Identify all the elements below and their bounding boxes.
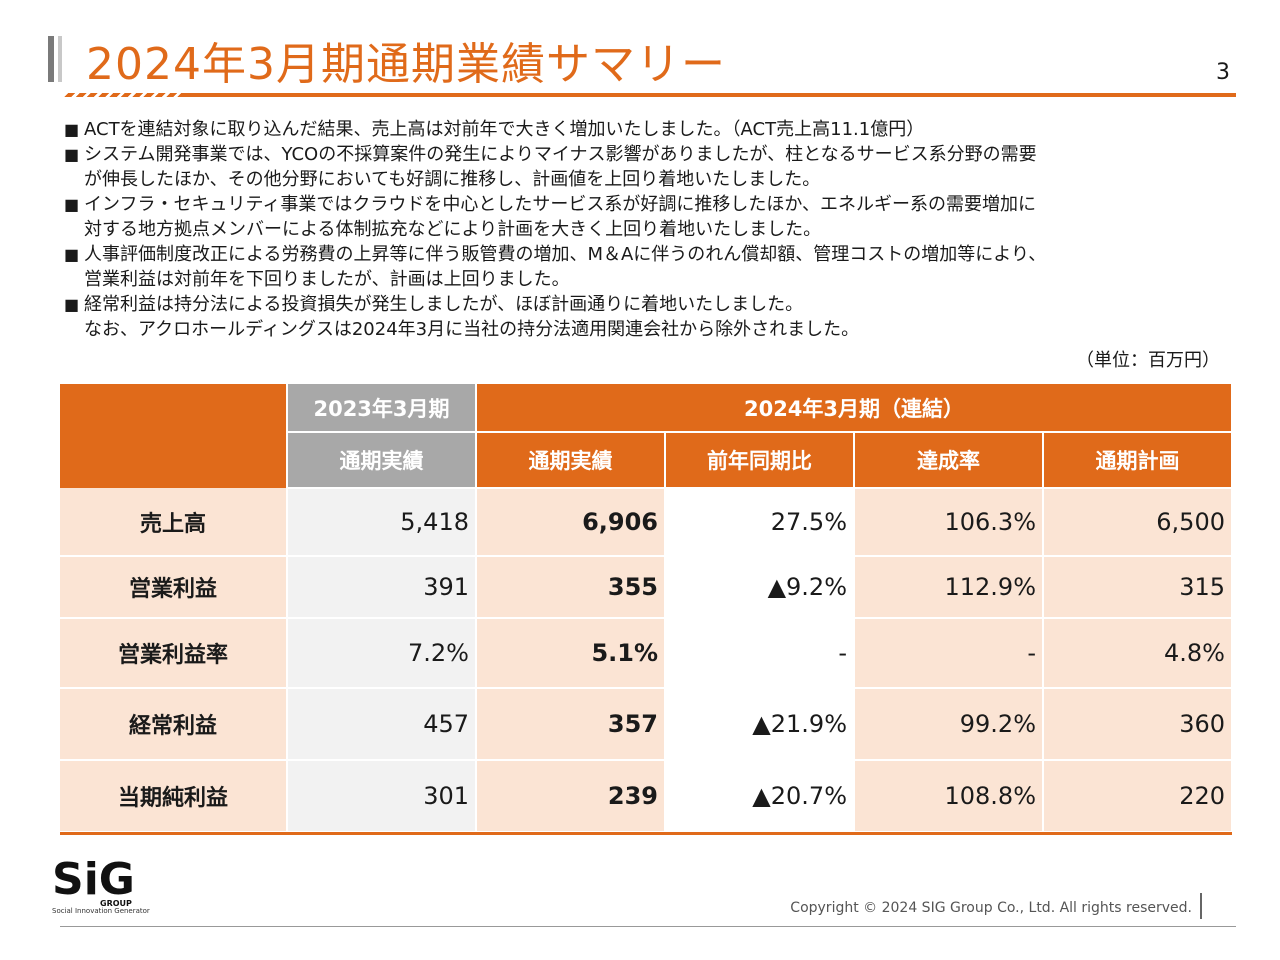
bullet-text-continued: 営業利益は対前年を下回りましたが、計画は上回りました。 <box>84 269 570 290</box>
table-group-header-row: 2023年3月期 2024年3月期（連結） <box>60 384 1233 488</box>
table-row: 売上高 5,418 6,906 27.5% 106.3% 6,500 <box>60 488 1233 557</box>
table-cell: 7.2% <box>287 618 477 689</box>
table-cell: 391 <box>287 556 477 619</box>
table-cell: 27.5% <box>665 488 855 557</box>
bullet-text: 人事評価制度改正による労務費の上昇等に伴う販管費の増加、M＆Aに伴うのれん償却額… <box>84 244 1047 265</box>
table-cell: - <box>665 618 855 689</box>
group-header-fy2024: 2024年3月期（連結） <box>476 384 1233 433</box>
bullet-text-continued: 対する地方拠点メンバーによる体制拡充などにより計画を大きく上回り着地いたしました… <box>84 219 822 240</box>
bullet-marker: ■ <box>64 195 80 214</box>
table-cell: 112.9% <box>854 556 1044 619</box>
copyright-divider <box>1200 893 1202 919</box>
table-cell: 360 <box>1043 688 1233 761</box>
row-label: 経常利益 <box>60 688 288 761</box>
table-cell: 6,906 <box>476 488 666 557</box>
table-cell: 6,500 <box>1043 488 1233 557</box>
bullet-text: 経常利益は持分法による投資損失が発生しましたが、ほぼ計画通りに着地いたしました。 <box>84 294 804 315</box>
bullet-marker: ■ <box>64 245 80 264</box>
table-cell: 301 <box>287 760 477 833</box>
page-title: 2024年3月期通期業績サマリー <box>86 39 726 90</box>
table-bottom-rule <box>60 832 1232 835</box>
table-row: 当期純利益 301 239 ▲20.7% 108.8% 220 <box>60 760 1233 833</box>
results-table: 2023年3月期 2024年3月期（連結） 通期実績 通期実績 前年同期比 達成… <box>60 384 1233 833</box>
unit-label: （単位：百万円） <box>1076 350 1220 371</box>
bullet-text-continued: が伸長したほか、その他分野においても好調に推移し、計画値を上回り着地いたしました… <box>84 169 821 190</box>
table-cell: 108.8% <box>854 760 1044 833</box>
table-cell: 5,418 <box>287 488 477 557</box>
column-header: 前年同期比 <box>665 432 855 489</box>
page-number: 3 <box>1216 60 1230 85</box>
bullet-marker: ■ <box>64 145 80 164</box>
bullet-text: インフラ・セキュリティ事業ではクラウドを中心としたサービス系が好調に推移したほか… <box>84 194 1037 215</box>
table-cell: 220 <box>1043 760 1233 833</box>
table-cell: ▲20.7% <box>665 760 855 833</box>
table-cell: 239 <box>476 760 666 833</box>
title-underline-hatch <box>64 93 184 97</box>
bullet-marker: ■ <box>64 295 80 314</box>
title-accent-bar-light <box>58 36 62 82</box>
table-column-header-row: 通期実績 通期実績 前年同期比 達成率 通期計画 <box>60 432 1233 489</box>
row-label: 営業利益 <box>60 556 288 619</box>
table-cell: 315 <box>1043 556 1233 619</box>
title-accent-bar <box>48 36 54 82</box>
bullet-text-continued: なお、アクロホールディングスは2024年3月に当社の持分法適用関連会社から除外さ… <box>84 319 860 340</box>
row-label: 営業利益率 <box>60 618 288 689</box>
bullet-item: ■ システム開発事業では、YCOの不採算案件の発生によりマイナス影響がありました… <box>64 142 1234 167</box>
logo-group-text: GROUP <box>100 899 132 908</box>
table-cell: 457 <box>287 688 477 761</box>
copyright-text: Copyright © 2024 SIG Group Co., Ltd. All… <box>790 900 1192 916</box>
table-cell: 4.8% <box>1043 618 1233 689</box>
bullet-text: システム開発事業では、YCOの不採算案件の発生によりマイナス影響がありましたが、… <box>84 144 1037 165</box>
table-cell: 99.2% <box>854 688 1044 761</box>
footer-rule <box>60 926 1236 927</box>
bullet-marker: ■ <box>64 120 80 139</box>
table-cell: 106.3% <box>854 488 1044 557</box>
group-header-fy2023: 2023年3月期 <box>287 384 477 433</box>
table-cell: - <box>854 618 1044 689</box>
logo-tagline: Social Innovation Generator <box>52 907 150 915</box>
row-label: 当期純利益 <box>60 760 288 833</box>
bullet-text: ACTを連結対象に取り込んだ結果、売上高は対前年で大きく増加いたしました。（AC… <box>84 119 925 140</box>
summary-bullets: ■ ACTを連結対象に取り込んだ結果、売上高は対前年で大きく増加いたしました。（… <box>64 117 1234 342</box>
title-underline <box>64 93 1236 97</box>
column-header: 通期実績 <box>476 432 666 489</box>
bullet-item: ■ ACTを連結対象に取り込んだ結果、売上高は対前年で大きく増加いたしました。（… <box>64 117 1234 142</box>
table-cell: ▲9.2% <box>665 556 855 619</box>
column-header: 通期計画 <box>1043 432 1233 489</box>
table-row: 営業利益率 7.2% 5.1% - - 4.8% <box>60 618 1233 689</box>
sig-group-logo: SiG GROUP <box>52 854 135 908</box>
column-header: 通期実績 <box>287 432 477 489</box>
bullet-item: ■ インフラ・セキュリティ事業ではクラウドを中心としたサービス系が好調に推移した… <box>64 192 1234 217</box>
table-cell: 355 <box>476 556 666 619</box>
table-cell: ▲21.9% <box>665 688 855 761</box>
bullet-item: ■ 人事評価制度改正による労務費の上昇等に伴う販管費の増加、M＆Aに伴うのれん償… <box>64 242 1234 267</box>
table-corner-cell <box>60 384 288 488</box>
table-row: 営業利益 391 355 ▲9.2% 112.9% 315 <box>60 556 1233 619</box>
table-cell: 5.1% <box>476 618 666 689</box>
column-header: 達成率 <box>854 432 1044 489</box>
row-label: 売上高 <box>60 488 288 557</box>
table-cell: 357 <box>476 688 666 761</box>
table-row: 経常利益 457 357 ▲21.9% 99.2% 360 <box>60 688 1233 761</box>
logo-text: SiG <box>52 854 135 905</box>
bullet-item: ■ 経常利益は持分法による投資損失が発生しましたが、ほぼ計画通りに着地いたしまし… <box>64 292 1234 317</box>
